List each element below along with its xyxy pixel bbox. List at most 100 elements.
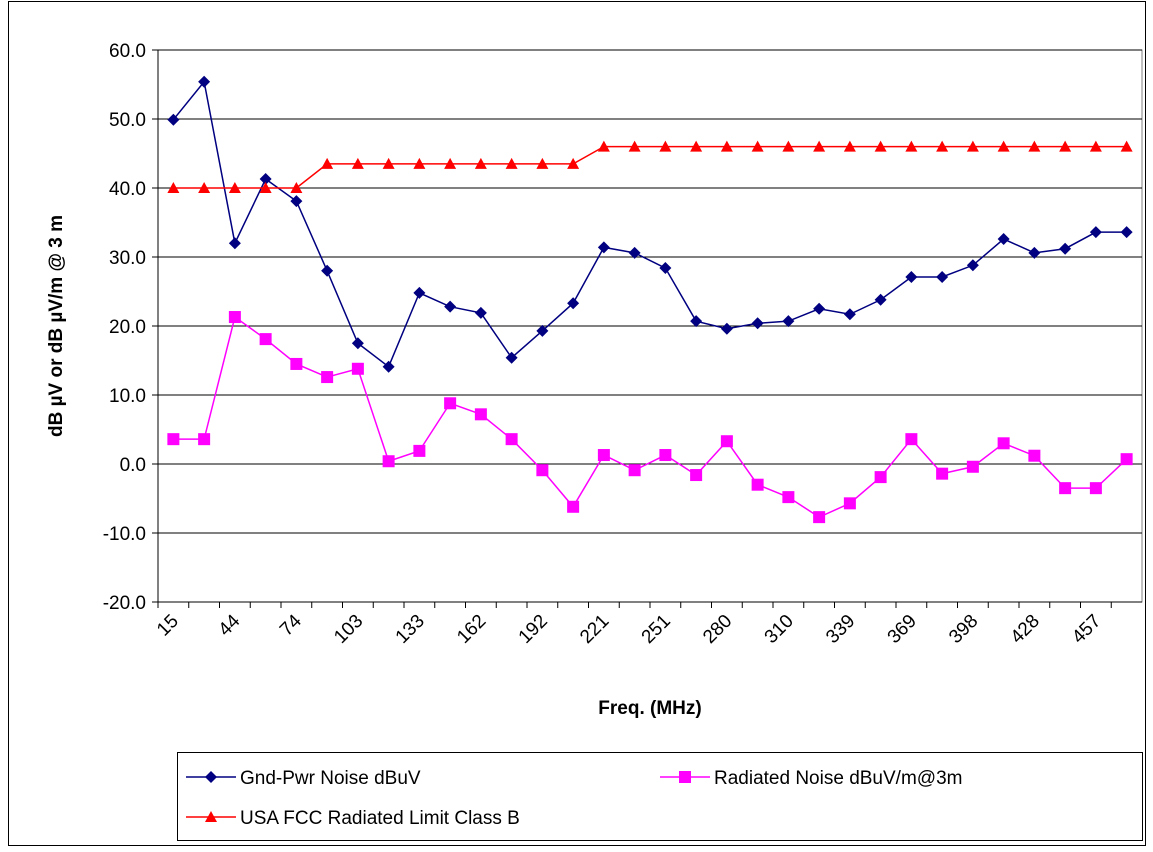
data-point [198,182,211,193]
data-point [1089,226,1102,239]
legend-marker [205,771,217,783]
data-point [1120,453,1133,466]
data-point [167,182,180,193]
data-point [1059,482,1072,495]
data-point [198,433,211,446]
data-point [228,237,241,250]
data-point [905,433,918,446]
data-point [782,315,795,328]
data-point [259,333,272,346]
data-point [290,182,303,193]
data-point [690,140,703,152]
data-point [413,286,426,299]
data-point [382,455,395,468]
data-point [351,157,364,169]
data-point [382,157,395,169]
data-point [167,433,180,446]
data-point [167,113,180,126]
data-point [536,157,549,169]
data-point [843,140,856,152]
y-tick-label: -10.0 [103,524,146,545]
data-point [997,437,1010,450]
data-point [782,491,795,504]
data-point [1059,140,1072,152]
data-point [659,262,672,275]
data-point [1028,449,1041,462]
y-tick-label: 20.0 [109,317,146,338]
y-tick-label: 30.0 [109,248,146,269]
data-point [321,371,334,384]
data-point [997,140,1010,152]
data-point [228,182,241,193]
data-point [1028,140,1041,152]
data-point [751,478,764,491]
data-point [321,157,334,169]
data-point [505,351,518,364]
y-tick-label: 60.0 [109,41,146,62]
series-line [172,80,1127,368]
data-point [813,302,826,315]
data-point [874,471,887,484]
data-point [843,308,856,321]
data-point [474,157,487,169]
y-tick-label: 0.0 [120,455,146,476]
legend-label: Radiated Noise dBuV/m@3m [714,768,962,789]
data-point [690,469,703,482]
data-point [597,449,610,462]
data-point [659,449,672,462]
data-point [843,497,856,510]
legend-marker [205,811,217,822]
series-line [173,145,1127,189]
data-point [536,324,549,337]
legend-label: USA FCC Radiated Limit Class B [240,808,520,829]
data-point [1120,226,1133,239]
data-point [382,360,395,373]
data-point [567,157,580,169]
data-point [290,357,303,370]
data-point [444,157,457,169]
data-point [228,311,241,324]
data-point [444,300,457,313]
data-point [936,467,949,480]
data-point [259,182,272,193]
data-point [505,157,518,169]
data-point [1089,482,1102,495]
data-point [813,511,826,524]
data-point [597,241,610,254]
data-point [720,435,733,448]
data-point [966,460,979,473]
data-point [720,322,733,335]
data-point [628,140,641,152]
data-point [874,140,887,152]
x-axis-title: Freq. (MHz) [598,698,701,719]
data-point [290,195,303,208]
y-axis-title: dB µV or dB µV/m @ 3 m [46,215,67,437]
data-point [259,173,272,186]
data-point [751,140,764,152]
legend-marker [679,771,691,783]
data-point [874,293,887,306]
data-point [444,397,457,410]
data-point [351,362,364,375]
data-point [413,157,426,169]
data-point [474,408,487,421]
data-point [474,306,487,319]
y-tick-label: 10.0 [109,386,146,407]
data-point [966,259,979,272]
data-point [997,233,1010,246]
data-point [567,297,580,310]
data-point [690,315,703,328]
data-point [751,317,764,330]
data-point [1089,140,1102,152]
y-tick-label: 50.0 [109,110,146,131]
data-point [413,444,426,457]
data-point [936,140,949,152]
data-point [782,140,795,152]
data-point [321,264,334,277]
data-point [628,464,641,477]
legend-label: Gnd-Pwr Noise dBuV [240,768,421,789]
data-point [936,271,949,284]
data-point [567,500,580,513]
